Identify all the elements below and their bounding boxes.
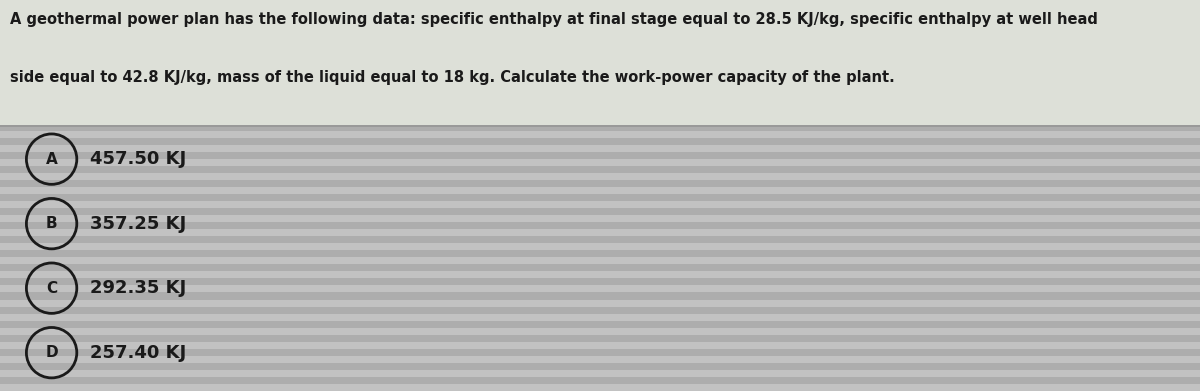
Bar [0, 271, 1200, 278]
Text: C: C [46, 281, 58, 296]
Bar [0, 335, 1200, 342]
Bar [0, 222, 1200, 229]
Bar [0, 328, 1200, 335]
Bar [0, 292, 1200, 300]
Bar [0, 356, 1200, 363]
Bar [0, 236, 1200, 243]
Bar [0, 208, 1200, 215]
Bar [0, 187, 1200, 194]
Bar [0, 321, 1200, 328]
Bar [0, 18, 1200, 25]
Bar [0, 53, 1200, 60]
Bar [0, 39, 1200, 46]
Bar [0, 81, 1200, 88]
Bar [0, 278, 1200, 285]
Bar [0, 102, 1200, 109]
Bar [0, 166, 1200, 173]
Bar [0, 0, 1200, 4]
Text: A geothermal power plan has the following data: specific enthalpy at final stage: A geothermal power plan has the followin… [10, 12, 1098, 27]
Bar [0, 342, 1200, 349]
Bar [0, 138, 1200, 145]
Text: side equal to 42.8 KJ/kg, mass of the liquid equal to 18 kg. Calculate the work-: side equal to 42.8 KJ/kg, mass of the li… [10, 70, 894, 85]
Bar [0, 314, 1200, 321]
Bar [0, 307, 1200, 314]
Bar [0, 32, 1200, 39]
Text: 292.35 KJ: 292.35 KJ [90, 279, 186, 297]
Bar [0, 159, 1200, 166]
Bar [0, 145, 1200, 152]
Bar [0, 25, 1200, 32]
Bar [0, 370, 1200, 377]
Bar [0, 264, 1200, 271]
Bar [0, 11, 1200, 18]
Bar [0, 173, 1200, 180]
Bar [0, 300, 1200, 307]
Bar [0, 243, 1200, 250]
Bar [0, 131, 1200, 138]
Bar [0, 194, 1200, 201]
Text: B: B [46, 216, 58, 231]
Bar [0, 109, 1200, 117]
Bar [0, 0, 1200, 125]
Bar [0, 384, 1200, 391]
Bar [0, 377, 1200, 384]
Text: 357.25 KJ: 357.25 KJ [90, 215, 186, 233]
Text: 257.40 KJ: 257.40 KJ [90, 344, 186, 362]
Text: 457.50 KJ: 457.50 KJ [90, 150, 186, 168]
Bar [0, 125, 1200, 127]
Bar [0, 257, 1200, 264]
Text: D: D [46, 345, 58, 360]
Bar [0, 349, 1200, 356]
Bar [0, 180, 1200, 187]
Bar [0, 152, 1200, 159]
Bar [0, 285, 1200, 292]
Bar [0, 67, 1200, 74]
Bar [0, 124, 1200, 131]
Bar [0, 88, 1200, 95]
Bar [0, 95, 1200, 102]
Text: A: A [46, 152, 58, 167]
Bar [0, 215, 1200, 222]
Bar [0, 46, 1200, 53]
Bar [0, 117, 1200, 124]
Bar [0, 74, 1200, 81]
Bar [0, 60, 1200, 67]
Bar [0, 363, 1200, 370]
Bar [0, 250, 1200, 257]
Bar [0, 4, 1200, 11]
Bar [0, 229, 1200, 236]
Bar [0, 201, 1200, 208]
